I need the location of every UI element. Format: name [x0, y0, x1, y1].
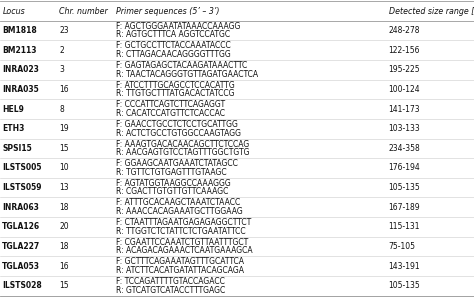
- Text: F: CTAATTTAGAATGAGAGAGGCTTCT: F: CTAATTTAGAATGAGAGAGGCTTCT: [116, 218, 251, 227]
- Text: R: CTTAGACAACAGGGGTTTGG: R: CTTAGACAACAGGGGTTTGG: [116, 50, 231, 59]
- Text: F: GGAAGCAATGAAATCTATAGCC: F: GGAAGCAATGAAATCTATAGCC: [116, 159, 238, 168]
- Text: Locus: Locus: [2, 7, 25, 16]
- Text: R: TGTTCTGTGAGTTTGTAAGC: R: TGTTCTGTGAGTTTGTAAGC: [116, 168, 227, 177]
- Text: INRA035: INRA035: [2, 85, 39, 94]
- Text: Detected size range [bp]: Detected size range [bp]: [389, 7, 474, 16]
- Text: 19: 19: [59, 124, 69, 133]
- Text: R: ACTCTGCCTGTGGCCAAGTAGG: R: ACTCTGCCTGTGGCCAAGTAGG: [116, 129, 241, 138]
- Text: 10: 10: [59, 163, 69, 173]
- Text: Chr. number: Chr. number: [59, 7, 108, 16]
- Text: F: AAAGTGACACAACAGCTTCTCCAG: F: AAAGTGACACAACAGCTTCTCCAG: [116, 140, 249, 148]
- Text: 176-194: 176-194: [389, 163, 420, 173]
- Text: 103-133: 103-133: [389, 124, 420, 133]
- Text: R: AACGAGTGTCCTAGTTTGGCTGTG: R: AACGAGTGTCCTAGTTTGGCTGTG: [116, 148, 250, 157]
- Text: F: GAGTAGAGCTACAAGATAAACTTC: F: GAGTAGAGCTACAAGATAAACTTC: [116, 61, 247, 70]
- Text: 100-124: 100-124: [389, 85, 420, 94]
- Text: BM1818: BM1818: [2, 26, 37, 35]
- Text: R: TTGGTCTCTATTCTCTGAATATTCC: R: TTGGTCTCTATTCTCTGAATATTCC: [116, 227, 246, 236]
- Text: 15: 15: [59, 281, 69, 290]
- Text: 16: 16: [59, 85, 69, 94]
- Text: 75-105: 75-105: [389, 242, 416, 251]
- Text: R: CACATCCATGTTCTCACCAC: R: CACATCCATGTTCTCACCAC: [116, 109, 225, 118]
- Text: 248-278: 248-278: [389, 26, 420, 35]
- Text: 20: 20: [59, 222, 69, 231]
- Text: 105-135: 105-135: [389, 281, 420, 290]
- Text: INRA063: INRA063: [2, 203, 39, 212]
- Text: F: CGAATTCCAAATCTGTTAATTTGCT: F: CGAATTCCAAATCTGTTAATTTGCT: [116, 238, 248, 247]
- Text: 141-173: 141-173: [389, 105, 420, 113]
- Text: 195-225: 195-225: [389, 65, 420, 74]
- Text: 2: 2: [59, 46, 64, 55]
- Text: 143-191: 143-191: [389, 262, 420, 271]
- Text: 105-135: 105-135: [389, 183, 420, 192]
- Text: 122-156: 122-156: [389, 46, 420, 55]
- Text: ILSTS005: ILSTS005: [2, 163, 42, 173]
- Text: 167-189: 167-189: [389, 203, 420, 212]
- Text: ETH3: ETH3: [2, 124, 25, 133]
- Text: SPSI15: SPSI15: [2, 144, 32, 153]
- Text: R: AGTGCTTTCA AGGTCCATGC: R: AGTGCTTTCA AGGTCCATGC: [116, 30, 230, 40]
- Text: R: ACAGACAGAAACTCAATGAAAGCA: R: ACAGACAGAAACTCAATGAAAGCA: [116, 246, 253, 255]
- Text: F: ATCCTTTGCAGCCTCCACATTG: F: ATCCTTTGCAGCCTCCACATTG: [116, 81, 235, 90]
- Text: TGLA053: TGLA053: [2, 262, 40, 271]
- Text: F: GCTTTCAGAAATAGTTTGCATTCA: F: GCTTTCAGAAATAGTTTGCATTCA: [116, 257, 244, 266]
- Text: TGLA126: TGLA126: [2, 222, 40, 231]
- Text: ILSTS028: ILSTS028: [2, 281, 42, 290]
- Text: 3: 3: [59, 65, 64, 74]
- Text: ILSTS059: ILSTS059: [2, 183, 42, 192]
- Text: 8: 8: [59, 105, 64, 113]
- Text: HEL9: HEL9: [2, 105, 24, 113]
- Text: TGLA227: TGLA227: [2, 242, 41, 251]
- Text: R: CGACTTGTGTTGTTCAAAGC: R: CGACTTGTGTTGTTCAAAGC: [116, 187, 228, 196]
- Text: 234-358: 234-358: [389, 144, 420, 153]
- Text: Primer sequences (5’ – 3’): Primer sequences (5’ – 3’): [116, 7, 219, 16]
- Text: 16: 16: [59, 262, 69, 271]
- Text: 13: 13: [59, 183, 69, 192]
- Text: BM2113: BM2113: [2, 46, 37, 55]
- Text: F: AGTATGGTAAGGCCAAAGGG: F: AGTATGGTAAGGCCAAAGGG: [116, 179, 231, 188]
- Text: 115-131: 115-131: [389, 222, 420, 231]
- Text: INRA023: INRA023: [2, 65, 39, 74]
- Text: 18: 18: [59, 242, 69, 251]
- Text: R: AAACCACAGAAATGCTTGGAAG: R: AAACCACAGAAATGCTTGGAAG: [116, 207, 243, 216]
- Text: 18: 18: [59, 203, 69, 212]
- Text: F: GCTGCCTTCTACCAAATACCC: F: GCTGCCTTCTACCAAATACCC: [116, 41, 231, 50]
- Text: F: CCCATTCAGTCTTCAGAGGT: F: CCCATTCAGTCTTCAGAGGT: [116, 100, 225, 109]
- Text: F: GAACCTGCCTCTCCTGCATTGG: F: GAACCTGCCTCTCCTGCATTGG: [116, 120, 238, 129]
- Text: F: AGCTGGGAATATAAACCAAAGG: F: AGCTGGGAATATAAACCAAAGG: [116, 22, 240, 31]
- Text: 23: 23: [59, 26, 69, 35]
- Text: F: ATTTGCACAAGCTAAATCTAACC: F: ATTTGCACAAGCTAAATCTAACC: [116, 198, 240, 207]
- Text: R: TTGTGCTTTATGACACTATCCG: R: TTGTGCTTTATGACACTATCCG: [116, 89, 235, 98]
- Text: R: GTCATGTCATACCTTTGAGC: R: GTCATGTCATACCTTTGAGC: [116, 285, 225, 295]
- Text: R: TAACTACAGGGTGTTAGATGAACTCA: R: TAACTACAGGGTGTTAGATGAACTCA: [116, 70, 258, 79]
- Text: F: TCCAGATTTTGTACCAGACC: F: TCCAGATTTTGTACCAGACC: [116, 277, 225, 286]
- Text: 15: 15: [59, 144, 69, 153]
- Text: R: ATCTTCACATGATATTACAGCAGA: R: ATCTTCACATGATATTACAGCAGA: [116, 266, 244, 275]
